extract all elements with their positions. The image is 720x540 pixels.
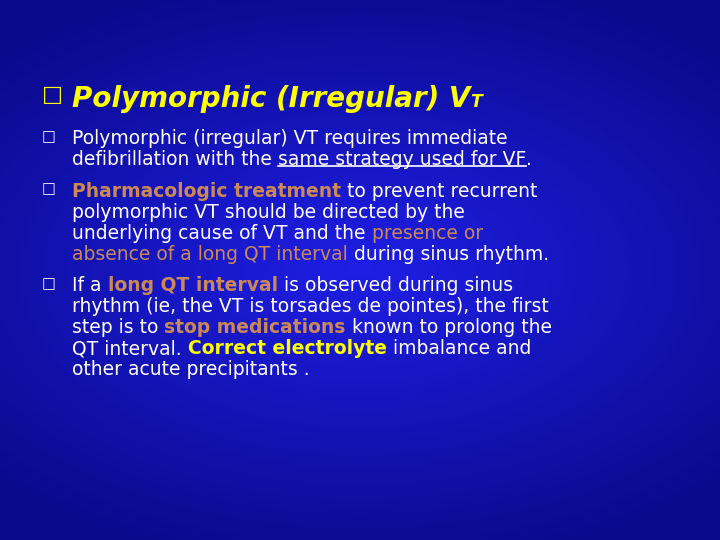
Text: presence or: presence or <box>372 224 482 242</box>
Text: T: T <box>470 93 482 111</box>
Text: polymorphic VT should be directed by the: polymorphic VT should be directed by the <box>72 202 465 221</box>
Text: is observed during sinus: is observed during sinus <box>278 276 513 295</box>
Text: □: □ <box>42 276 56 291</box>
Text: long QT interval: long QT interval <box>107 276 278 295</box>
Text: to prevent recurrent: to prevent recurrent <box>341 181 537 200</box>
Text: If a: If a <box>72 276 107 295</box>
Text: stop medications: stop medications <box>164 318 346 337</box>
Text: □: □ <box>42 85 63 105</box>
Text: known to prolong the: known to prolong the <box>346 318 552 337</box>
Text: other acute precipitants .: other acute precipitants . <box>72 360 310 379</box>
Text: QT interval.: QT interval. <box>72 339 188 358</box>
Text: □: □ <box>42 181 56 197</box>
Text: absence of a long QT interval: absence of a long QT interval <box>72 245 348 264</box>
Text: step is to: step is to <box>72 318 164 337</box>
Text: □: □ <box>42 129 56 144</box>
Text: Correct electrolyte: Correct electrolyte <box>188 339 387 358</box>
Text: rhythm (ie, the VT is torsades de pointes), the first: rhythm (ie, the VT is torsades de pointe… <box>72 297 549 316</box>
Text: defibrillation with the: defibrillation with the <box>72 150 278 169</box>
Text: underlying cause of VT and the: underlying cause of VT and the <box>72 224 372 242</box>
Text: Polymorphic (Irregular) V: Polymorphic (Irregular) V <box>72 85 470 113</box>
Text: imbalance and: imbalance and <box>387 339 531 358</box>
Text: Polymorphic (irregular) VT requires immediate: Polymorphic (irregular) VT requires imme… <box>72 129 508 148</box>
Text: Pharmacologic treatment: Pharmacologic treatment <box>72 181 341 200</box>
Text: same strategy used for VF: same strategy used for VF <box>278 150 526 169</box>
Text: during sinus rhythm.: during sinus rhythm. <box>348 245 549 264</box>
Text: .: . <box>526 150 532 169</box>
